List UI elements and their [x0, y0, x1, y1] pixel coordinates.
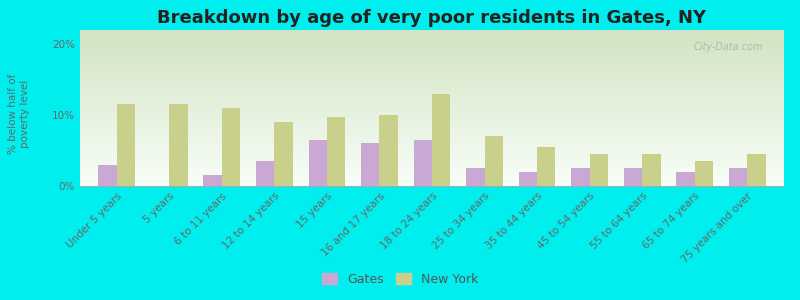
Bar: [117, 104, 135, 186]
Bar: [222, 108, 240, 186]
Bar: [432, 94, 450, 186]
Bar: [694, 161, 713, 186]
Legend: Gates, New York: Gates, New York: [317, 268, 483, 291]
Title: Breakdown by age of very poor residents in Gates, NY: Breakdown by age of very poor residents …: [158, 9, 706, 27]
Bar: [747, 154, 766, 186]
Bar: [414, 140, 432, 186]
Bar: [518, 172, 537, 186]
Bar: [203, 176, 222, 186]
Bar: [537, 147, 555, 186]
Bar: [361, 143, 379, 186]
Bar: [485, 136, 503, 186]
Bar: [256, 161, 274, 186]
Bar: [642, 154, 661, 186]
Bar: [676, 172, 694, 186]
Bar: [729, 168, 747, 186]
Text: % below half of
poverty level: % below half of poverty level: [8, 74, 30, 154]
Bar: [466, 168, 485, 186]
Bar: [590, 154, 608, 186]
Bar: [98, 165, 117, 186]
Bar: [379, 115, 398, 186]
Text: City-Data.com: City-Data.com: [694, 43, 763, 52]
Bar: [309, 140, 327, 186]
Bar: [274, 122, 293, 186]
Bar: [571, 168, 590, 186]
Bar: [624, 168, 642, 186]
Bar: [327, 116, 346, 186]
Bar: [170, 104, 188, 186]
